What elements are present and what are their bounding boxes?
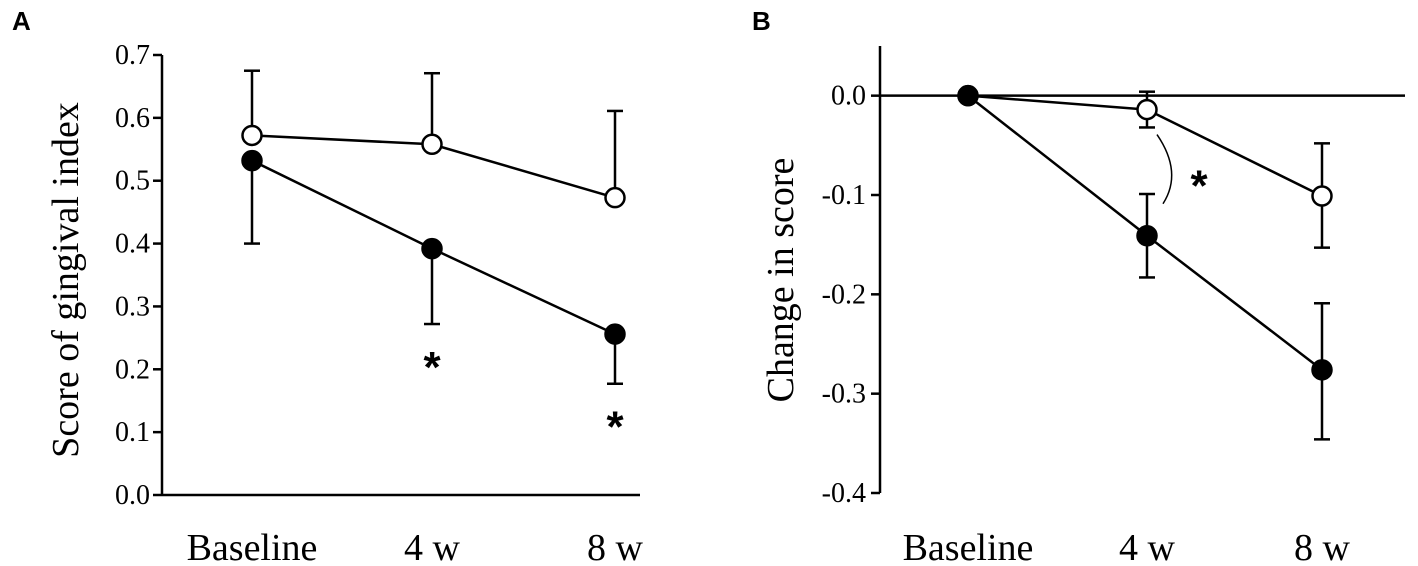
significance-star: *: [1190, 162, 1208, 211]
panel-a-letter: A: [12, 6, 31, 36]
data-point-filled: [421, 237, 443, 260]
x-category-label: 4 w: [404, 527, 461, 566]
y-tick-label: -0.2: [822, 279, 866, 310]
y-tick-label: 0.6: [115, 103, 150, 134]
y-tick-label: 0.3: [115, 291, 150, 322]
panel-b-letter: B: [752, 6, 771, 36]
data-point-open: [604, 186, 626, 209]
y-tick-label: -0.4: [822, 478, 866, 509]
data-point-open: [421, 133, 443, 156]
panel-a: A 0.0 0.1 0.2 0.3 0.4 0.5 0.6 0.7 Baseline 4 w 8 w…: [12, 6, 644, 566]
y-tick-label: 0.0: [831, 81, 866, 112]
data-point-open: [241, 124, 263, 147]
data-point-open: [1311, 185, 1333, 207]
y-axis-title: Change in score: [760, 158, 802, 403]
significance-star: *: [606, 403, 624, 452]
data-point-filled: [957, 84, 979, 107]
x-category-label: Baseline: [903, 527, 1034, 566]
x-category-label: 8 w: [1294, 527, 1351, 566]
x-category-label: 4 w: [1119, 527, 1176, 566]
y-tick-label: 0.0: [115, 480, 150, 511]
data-point-filled: [241, 149, 263, 172]
significance-bracket: [1156, 134, 1173, 205]
data-point-filled: [1311, 359, 1333, 381]
panel-b: B 0.0 -0.1 -0.2 -0.3 -0.4 Baseline 4 w 8 w Chang…: [752, 6, 1405, 566]
y-tick-label: -0.3: [822, 379, 866, 410]
data-point-filled: [1136, 224, 1158, 247]
y-axis-title: Score of gingival index: [45, 102, 87, 458]
y-tick-label: 0.1: [115, 417, 150, 448]
y-tick-label: 0.7: [115, 40, 150, 71]
significance-star: *: [423, 343, 441, 392]
data-point-open: [1136, 98, 1158, 121]
data-point-filled: [604, 323, 626, 345]
y-tick-label: 0.2: [115, 354, 150, 385]
y-tick-label: -0.1: [822, 180, 866, 211]
y-tick-label: 0.4: [115, 229, 150, 260]
x-category-label: Baseline: [187, 527, 318, 566]
x-category-label: 8 w: [587, 527, 644, 566]
y-tick-label: 0.5: [115, 166, 150, 197]
